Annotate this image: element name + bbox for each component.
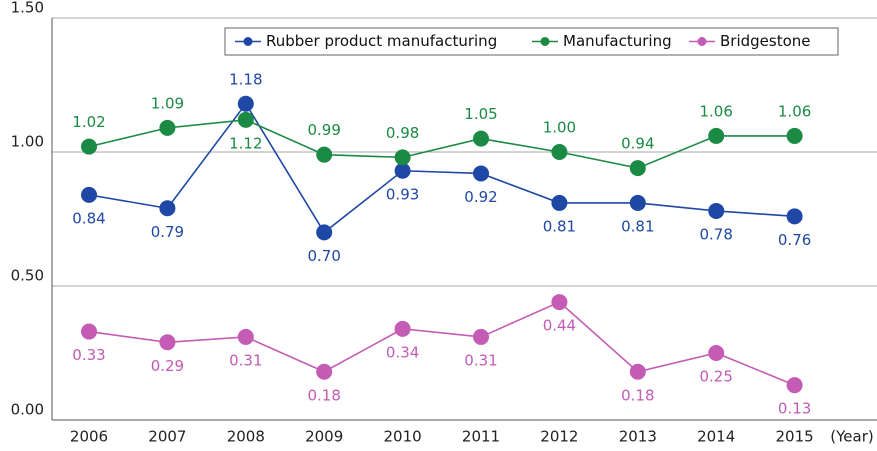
legend-box <box>224 27 839 56</box>
data-label: 0.31 <box>229 351 262 369</box>
y-tick-label: 0.00 <box>11 401 44 419</box>
data-label: 1.06 <box>699 102 732 120</box>
x-tick-label: 2015 <box>776 428 814 446</box>
legend-marker <box>697 37 707 46</box>
data-point <box>473 130 489 147</box>
data-point <box>159 200 176 217</box>
x-tick-label: 2014 <box>697 428 735 446</box>
data-point <box>237 328 254 345</box>
data-label: 0.99 <box>307 121 340 139</box>
data-label: 1.06 <box>778 102 811 120</box>
data-point <box>316 146 333 163</box>
data-point <box>708 345 725 361</box>
data-label: 0.34 <box>386 343 419 361</box>
data-label: 0.31 <box>464 351 497 369</box>
data-label: 1.02 <box>72 113 105 131</box>
data-point <box>237 95 254 112</box>
data-point <box>786 377 803 394</box>
x-tick-label: 2008 <box>227 428 265 446</box>
data-point <box>159 119 176 136</box>
data-label: 1.09 <box>151 94 184 112</box>
data-label: 0.44 <box>543 317 576 335</box>
y-tick-label: 0.50 <box>11 267 44 285</box>
data-label: 0.18 <box>621 386 654 404</box>
data-label: 1.18 <box>229 70 262 88</box>
x-axis-label: (Year) <box>830 428 873 446</box>
data-point <box>629 194 646 211</box>
legend-label: Bridgestone <box>720 32 811 50</box>
data-label: 0.76 <box>778 231 811 249</box>
series-line <box>88 102 795 234</box>
data-point <box>159 334 176 351</box>
data-label: 0.78 <box>699 225 732 243</box>
data-label: 0.13 <box>778 400 811 418</box>
data-label: 0.93 <box>386 185 419 203</box>
data-label: 1.05 <box>464 105 497 123</box>
x-tick-label: 2009 <box>305 428 343 446</box>
legend-label: Manufacturing <box>563 32 672 50</box>
data-label: 0.98 <box>386 124 419 142</box>
data-label: 0.81 <box>621 217 654 235</box>
data-point <box>629 363 646 380</box>
data-label: 1.12 <box>229 134 262 152</box>
data-label: 0.94 <box>621 135 654 153</box>
data-point <box>81 138 97 155</box>
x-tick-label: 2007 <box>148 428 186 446</box>
data-label: 0.79 <box>151 223 184 241</box>
data-point <box>551 294 568 311</box>
data-point <box>316 224 333 241</box>
x-tick-label: 2013 <box>619 428 657 446</box>
data-point <box>316 363 333 380</box>
data-point <box>81 186 97 203</box>
legend-label: Rubber product manufacturing <box>266 32 497 50</box>
data-point <box>81 323 97 340</box>
data-point <box>551 144 568 160</box>
data-label: 0.33 <box>72 346 105 364</box>
series-line <box>88 119 795 169</box>
data-label: 0.70 <box>307 247 340 265</box>
x-tick-label: 2012 <box>540 428 578 446</box>
series-line <box>88 301 795 386</box>
data-point <box>394 149 411 166</box>
data-point <box>237 111 254 128</box>
data-point <box>394 162 411 179</box>
x-tick-label: 2010 <box>384 428 422 446</box>
data-point <box>786 127 803 144</box>
data-point <box>394 320 411 337</box>
data-label: 0.29 <box>151 357 184 375</box>
legend-marker <box>243 37 253 46</box>
data-point <box>629 160 646 177</box>
data-label: 0.92 <box>464 188 497 206</box>
x-tick-label: 2011 <box>462 428 500 446</box>
data-label: 1.00 <box>543 119 576 137</box>
data-point <box>551 194 568 211</box>
y-tick-label: 1.50 <box>11 0 44 17</box>
data-point <box>473 328 489 345</box>
y-tick-label: 1.00 <box>11 133 44 151</box>
data-point <box>473 165 489 182</box>
data-label: 0.25 <box>699 368 732 386</box>
data-point <box>708 202 725 219</box>
data-label: 0.81 <box>543 217 576 235</box>
data-label: 0.84 <box>72 209 105 227</box>
x-tick-label: 2006 <box>70 428 108 446</box>
data-point <box>708 127 725 144</box>
data-label: 0.18 <box>307 386 340 404</box>
legend-marker <box>540 37 550 46</box>
data-point <box>786 208 803 225</box>
